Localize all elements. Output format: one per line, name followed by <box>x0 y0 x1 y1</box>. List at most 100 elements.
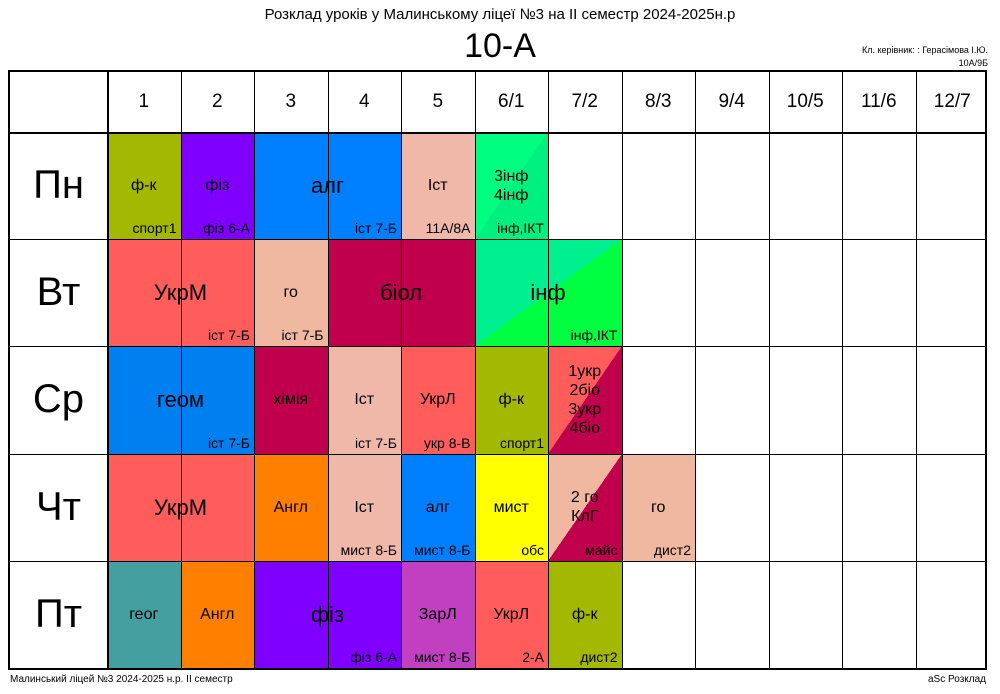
period-header: 12/7 <box>933 91 971 112</box>
lesson-subject: Іст <box>427 177 448 195</box>
period-header: 4 <box>358 91 370 112</box>
lesson-subject: УкрЛ <box>493 605 530 623</box>
lesson-room: мист 8-Б <box>340 541 397 558</box>
lesson-subject: алг <box>425 498 450 516</box>
lesson-subject: фіз <box>205 177 230 195</box>
lesson-cell[interactable]: ф-к спорт1 <box>474 346 548 454</box>
page-title: Розклад уроків у Малинському ліцеї №3 на… <box>264 6 736 23</box>
grid-line <box>10 560 985 562</box>
lesson-room: іст 7-Б <box>207 327 250 344</box>
grid-line <box>548 72 549 668</box>
grid-line <box>10 453 985 455</box>
grid-line <box>842 72 843 668</box>
lesson-room: дист2 <box>653 541 691 558</box>
lesson-cell[interactable]: Іст 11А/8А <box>401 132 475 240</box>
period-header: 8/3 <box>645 91 672 112</box>
period-header: 5 <box>432 91 444 112</box>
lesson-cell[interactable]: УкрЛ укр 8-В <box>401 346 475 454</box>
lesson-cell[interactable]: го іст 7-Б <box>254 239 328 347</box>
lesson-room: інф,ІКТ <box>497 220 544 237</box>
lesson-subject: біол <box>379 280 423 306</box>
lesson-room: іст 7-Б <box>354 434 397 451</box>
lesson-subject: ф-к <box>572 605 598 623</box>
grid-line <box>474 72 476 668</box>
lesson-subject: фіз <box>310 601 345 627</box>
lesson-cell[interactable]: го дист2 <box>621 453 695 561</box>
lesson-subject: ф-к <box>131 177 157 195</box>
period-header: 6/1 <box>498 91 525 112</box>
grid-line <box>180 72 182 668</box>
lesson-subject: Англ <box>200 605 235 623</box>
grid-line <box>10 132 985 134</box>
grid-line <box>10 346 985 348</box>
lesson-room: іст 7-Б <box>281 327 324 344</box>
class-teacher-info: Кл. керівник: : Герасімова І.Ю. 10А/9Б <box>862 44 988 70</box>
period-header: 7/2 <box>571 91 598 112</box>
lesson-cell[interactable]: ф-к дист2 <box>548 560 622 668</box>
day-label: Чт <box>36 484 81 529</box>
period-header: 9/4 <box>718 91 745 112</box>
lesson-subject: хімія <box>273 391 309 409</box>
lesson-room: інф,ІКТ <box>570 327 618 344</box>
lesson-subject: Іст <box>354 391 375 409</box>
lesson-subject: 2 го КлГ <box>570 489 599 526</box>
lesson-room: фіз 6-А <box>203 220 250 237</box>
grid-line <box>10 239 985 241</box>
footer-app: aSc Розклад <box>928 674 986 685</box>
lesson-room: мист 8-Б <box>414 648 471 665</box>
grid-line <box>768 72 770 668</box>
period-header: 2 <box>211 91 223 112</box>
lesson-cell[interactable]: алг мист 8-Б <box>401 453 475 561</box>
day-label: Ср <box>32 377 85 422</box>
lesson-cell[interactable]: фіз фіз 6-А <box>180 132 254 240</box>
period-header: 3 <box>285 91 297 112</box>
period-header: 11/6 <box>860 91 897 112</box>
lesson-subject: Іст <box>354 498 375 516</box>
lesson-cell[interactable]: мист обс <box>474 453 548 561</box>
lesson-cell[interactable]: 1укр 2біо 3укр 4біо <box>548 346 622 454</box>
period-header: 1 <box>138 91 150 112</box>
day-label: Пн <box>33 163 84 208</box>
lesson-room: 2-А <box>522 648 544 665</box>
grid-line <box>695 72 696 668</box>
lesson-room: дист2 <box>580 648 618 665</box>
lesson-room: спорт1 <box>132 220 177 237</box>
lesson-cell[interactable]: Іст іст 7-Б <box>327 346 401 454</box>
lesson-cell[interactable]: Англ <box>254 453 328 561</box>
lesson-subject: інф <box>530 280 566 306</box>
lesson-cell[interactable]: 2 го КлГ майс <box>548 453 622 561</box>
lesson-subject: 1укр 2біо 3укр 4біо <box>568 362 602 437</box>
lesson-cell[interactable]: ф-к спорт1 <box>107 132 181 240</box>
footer-school: Малинський ліцей №3 2024-2025 н.р. ІІ се… <box>10 674 233 685</box>
lesson-subject: геог <box>129 605 159 623</box>
homeroom: 10А/9Б <box>958 58 988 68</box>
lesson-subject: геом <box>156 387 205 413</box>
day-label: Пт <box>34 591 83 636</box>
lesson-subject: го <box>651 498 666 516</box>
lesson-subject: УкрЛ <box>419 391 456 409</box>
grid-line <box>401 72 402 668</box>
lesson-room: укр 8-В <box>423 434 471 451</box>
lesson-subject: мист <box>493 498 529 516</box>
lesson-room: іст 7-Б <box>354 220 397 237</box>
class-teacher: Кл. керівник: : Герасімова І.Ю. <box>861 45 988 55</box>
lesson-room: майс <box>585 541 618 558</box>
lesson-cell[interactable]: УкрЛ 2-А <box>474 560 548 668</box>
lesson-subject: 3інф 4інф <box>494 167 529 204</box>
grid-line <box>915 72 917 668</box>
timetable-grid: 1 2 3 4 5 6/1 7/2 8/3 9/4 10/5 11/6 12/7 Пн Вт Ср Чт Пт ф… <box>8 70 987 670</box>
lesson-room: спорт1 <box>499 434 544 451</box>
lesson-room: 11А/8А <box>425 220 471 237</box>
lesson-cell[interactable]: геог <box>107 560 181 668</box>
lesson-cell[interactable]: ЗарЛ мист 8-Б <box>401 560 475 668</box>
lesson-subject: го <box>283 284 298 302</box>
grid-line <box>327 72 329 668</box>
lesson-cell[interactable]: Англ <box>180 560 254 668</box>
lesson-cell[interactable]: 3інф 4інф інф,ІКТ <box>474 132 548 240</box>
lesson-subject: алг <box>310 173 345 199</box>
lesson-room: іст 7-Б <box>207 434 250 451</box>
lesson-cell[interactable]: хімія <box>254 346 328 454</box>
lesson-subject: ф-к <box>498 391 525 409</box>
lesson-cell[interactable]: Іст мист 8-Б <box>327 453 401 561</box>
day-label: Вт <box>36 270 81 315</box>
